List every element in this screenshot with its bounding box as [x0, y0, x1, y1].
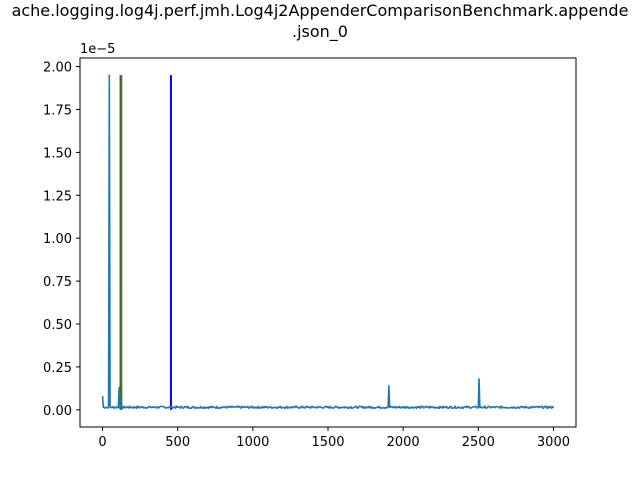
- y-tick-label: 0.00: [43, 404, 72, 419]
- plot-frame: [79, 57, 577, 428]
- plot-layer: [101, 74, 555, 410]
- x-tick-label: 2500: [462, 435, 495, 450]
- series-line: [101, 74, 555, 410]
- y-tick-label: 0.50: [43, 318, 72, 333]
- x-tick-label: 500: [165, 435, 190, 450]
- x-axis: 0 500 1000 1500 2000 2500 3000: [98, 427, 570, 450]
- x-tick-label: 1500: [311, 435, 344, 450]
- y-offset-label: 1e−5: [80, 42, 115, 57]
- x-tick-label: 1000: [236, 435, 269, 450]
- y-tick-label: 2.00: [43, 61, 72, 76]
- chart-title-line-2: .json_0: [292, 22, 348, 42]
- y-tick-label: 1.50: [43, 146, 72, 161]
- x-tick-label: 2000: [387, 435, 420, 450]
- x-tick-label: 0: [98, 435, 106, 450]
- chart-title-line-1: ache.logging.log4j.perf.jmh.Log4j2Append…: [12, 1, 629, 20]
- y-axis: 0.00 0.25 0.50 0.75 1.00 1.25 1.50 1.75 2.00: [43, 61, 80, 419]
- y-tick-label: 0.25: [43, 361, 72, 376]
- y-tick-label: 1.25: [43, 189, 72, 204]
- y-tick-label: 0.75: [43, 275, 72, 290]
- y-tick-label: 1.75: [43, 103, 72, 118]
- x-tick-label: 3000: [537, 435, 570, 450]
- y-tick-label: 1.00: [43, 232, 72, 247]
